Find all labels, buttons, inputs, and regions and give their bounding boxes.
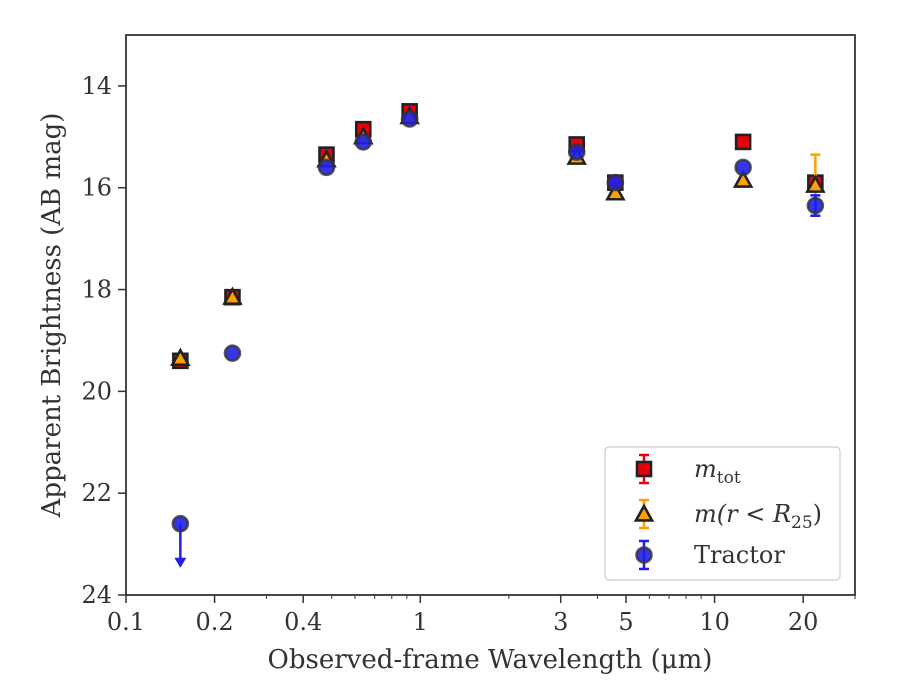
- plot-area: [170, 103, 826, 568]
- x-axis-label: Observed-frame Wavelength (μm): [268, 645, 713, 675]
- upper-limit-arrow: [174, 557, 187, 568]
- x-tick-label: 1: [413, 608, 428, 636]
- legend-box: [604, 446, 841, 581]
- circle-point: [635, 546, 653, 564]
- triangle-point: [222, 286, 243, 305]
- triangle-point: [170, 347, 191, 367]
- legend-entry: m(r < R25): [633, 498, 822, 533]
- series-circle: [171, 110, 825, 568]
- triangle-point: [805, 174, 826, 193]
- legend-entry: mtot: [635, 453, 741, 488]
- x-tick-label: 0.1: [107, 608, 145, 636]
- x-tick-label: 3: [553, 608, 568, 636]
- triangle-point: [732, 169, 754, 188]
- triangle-point: [633, 503, 655, 522]
- x-tick-label: 0.2: [196, 608, 234, 636]
- legend-label: Tractor: [694, 541, 785, 569]
- y-axis-label: Apparent Brightness (AB mag): [37, 113, 67, 519]
- circle-point: [317, 158, 336, 177]
- y-tick-label: 24: [81, 581, 112, 609]
- circle-point: [223, 344, 242, 362]
- y-tick-label: 20: [81, 377, 112, 405]
- axes-frame: [125, 34, 856, 596]
- y-tick-label: 18: [81, 276, 112, 304]
- y-tick-label: 22: [81, 479, 112, 507]
- legend: mtot m(r < R25) Tractor: [604, 446, 841, 581]
- x-tick-label: 20: [788, 608, 819, 636]
- triangle-point: [605, 182, 626, 201]
- y-tick-label: 16: [81, 174, 112, 202]
- x-tick-label: 0.4: [284, 608, 322, 636]
- circle-point: [171, 514, 190, 533]
- legend-label: mtot: [694, 455, 741, 488]
- circle-point: [806, 196, 825, 215]
- axis-ticks: 0.1 0.2 0.4 1 3 5 10 20 14 16 18 20 22 24: [81, 72, 856, 636]
- circle-point: [606, 173, 625, 192]
- circle-point: [400, 110, 419, 128]
- x-tick-label: 5: [618, 608, 633, 636]
- square-point: [734, 133, 752, 151]
- y-tick-label: 14: [81, 72, 112, 100]
- legend-label: m(r < R25): [694, 500, 822, 533]
- circle-point: [734, 158, 752, 177]
- square-point: [635, 460, 653, 478]
- legend-entry: Tractor: [635, 539, 785, 571]
- circle-point: [354, 133, 373, 151]
- circle-point: [567, 143, 586, 161]
- x-tick-label: 10: [699, 608, 730, 636]
